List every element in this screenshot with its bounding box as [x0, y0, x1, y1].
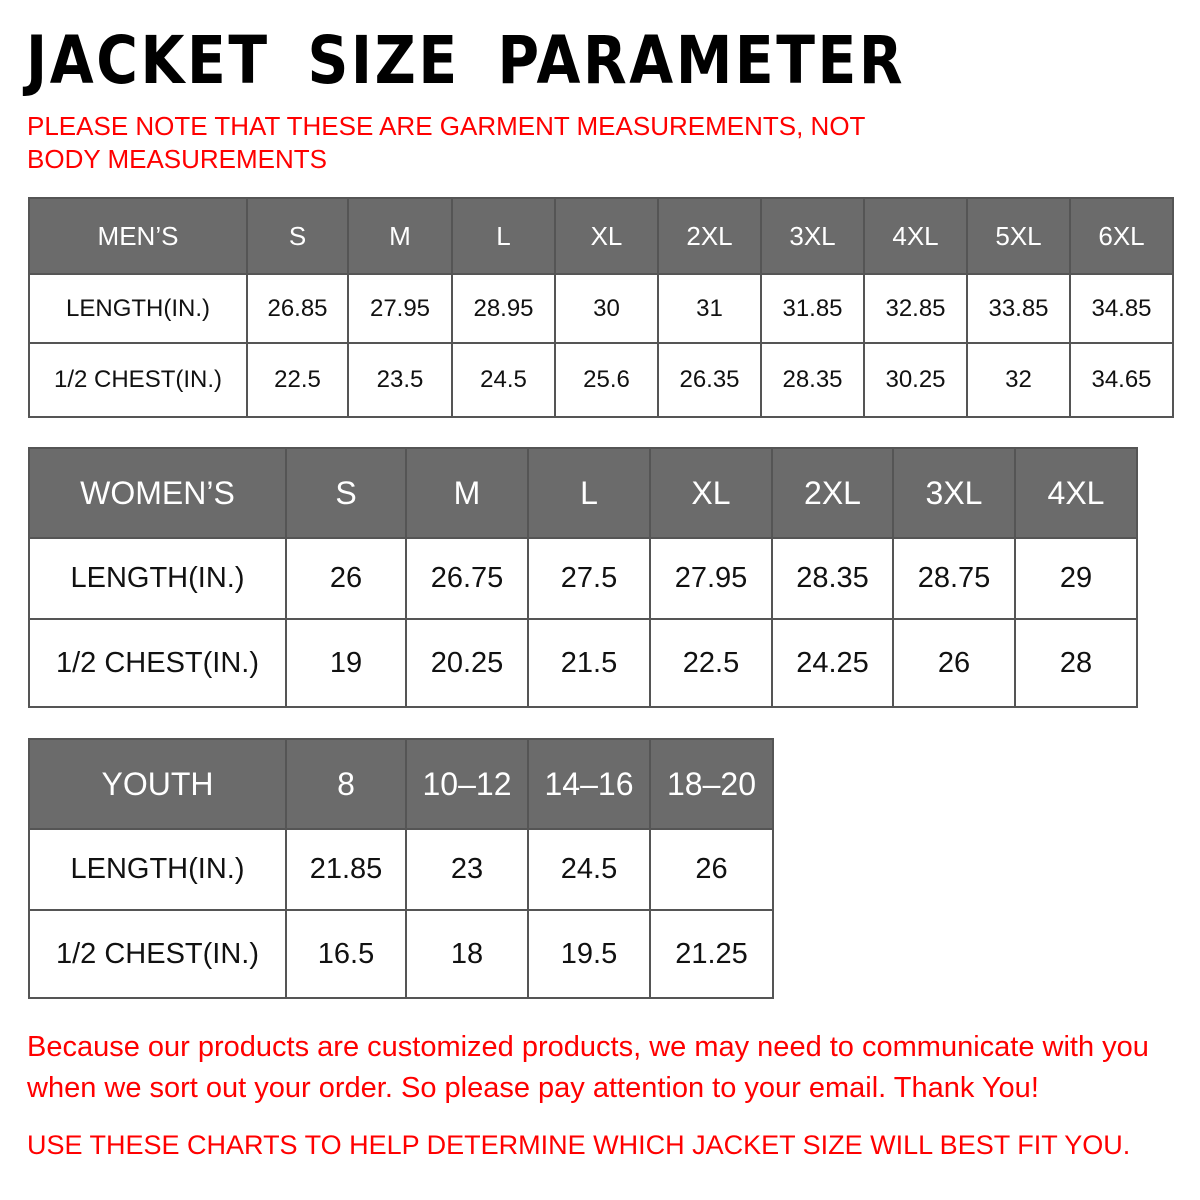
mens-size-table: MEN’S S M L XL 2XL 3XL 4XL 5XL 6XL LENGTH(IN.) 26.8… — [28, 197, 1174, 418]
size-header: XL — [649, 447, 773, 539]
measurement-value: 33.85 — [966, 273, 1071, 344]
measurement-value: 23.5 — [347, 342, 453, 418]
size-header: M — [347, 197, 453, 275]
size-header: M — [405, 447, 529, 539]
size-header: 6XL — [1069, 197, 1174, 275]
size-header: L — [451, 197, 556, 275]
size-header: 14–16 — [527, 738, 651, 830]
size-header: 2XL — [657, 197, 762, 275]
measurement-value: 28 — [1014, 618, 1138, 708]
measurement-label: LENGTH(IN.) — [28, 273, 248, 344]
category-header: YOUTH — [28, 738, 287, 830]
measurement-value: 25.6 — [554, 342, 659, 418]
size-instruction: USE THESE CHARTS TO HELP DETERMINE WHICH… — [27, 1130, 1131, 1160]
size-header: 10–12 — [405, 738, 529, 830]
table-row: 1/2 CHEST(IN.) 19 20.25 21.5 22.5 24.25 26 28 — [28, 618, 1138, 708]
size-header: 4XL — [863, 197, 968, 275]
table-header-row: MEN’S S M L XL 2XL 3XL 4XL 5XL 6XL — [28, 197, 1174, 275]
size-header: 8 — [285, 738, 407, 830]
page-title: JACKET SIZE PARAMETER — [26, 22, 906, 99]
measurement-value: 31 — [657, 273, 762, 344]
size-header: S — [246, 197, 349, 275]
measurement-value: 32 — [966, 342, 1071, 418]
measurement-value: 24.5 — [527, 828, 651, 911]
measurement-value: 16.5 — [285, 909, 407, 999]
measurement-value: 30.25 — [863, 342, 968, 418]
table-header-row: WOMEN’S S M L XL 2XL 3XL 4XL — [28, 447, 1138, 539]
measurement-value: 23 — [405, 828, 529, 911]
measurement-label: LENGTH(IN.) — [28, 828, 287, 911]
measurement-value: 26.75 — [405, 537, 529, 620]
table-row: 1/2 CHEST(IN.) 22.5 23.5 24.5 25.6 26.35 28.35… — [28, 342, 1174, 418]
measurement-value: 20.25 — [405, 618, 529, 708]
measurement-value: 19.5 — [527, 909, 651, 999]
measurement-value: 27.5 — [527, 537, 651, 620]
measurement-value: 26 — [649, 828, 774, 911]
measurement-value: 31.85 — [760, 273, 865, 344]
measurement-value: 22.5 — [246, 342, 349, 418]
measurement-value: 28.35 — [771, 537, 894, 620]
category-header: MEN’S — [28, 197, 248, 275]
measurement-label: 1/2 CHEST(IN.) — [28, 618, 287, 708]
measurement-value: 24.25 — [771, 618, 894, 708]
measurement-value: 24.5 — [451, 342, 556, 418]
measurement-value: 28.75 — [892, 537, 1016, 620]
size-header: 4XL — [1014, 447, 1138, 539]
measurement-note: PLEASE NOTE THAT THESE ARE GARMENT MEASU… — [27, 111, 865, 174]
measurement-value: 27.95 — [649, 537, 773, 620]
youth-size-table: YOUTH 8 10–12 14–16 18–20 LENGTH(IN.) 21.85 23 2… — [28, 738, 774, 999]
size-header: S — [285, 447, 407, 539]
measurement-value: 34.85 — [1069, 273, 1174, 344]
table-header-row: YOUTH 8 10–12 14–16 18–20 — [28, 738, 774, 830]
womens-size-table: WOMEN’S S M L XL 2XL 3XL 4XL LENGTH(IN.) 26 26.75 2… — [28, 447, 1138, 708]
measurement-value: 21.5 — [527, 618, 651, 708]
size-header: 3XL — [892, 447, 1016, 539]
size-header: L — [527, 447, 651, 539]
measurement-value: 26 — [285, 537, 407, 620]
measurement-value: 19 — [285, 618, 407, 708]
measurement-label: LENGTH(IN.) — [28, 537, 287, 620]
measurement-value: 27.95 — [347, 273, 453, 344]
measurement-value: 28.35 — [760, 342, 865, 418]
measurement-value: 26.35 — [657, 342, 762, 418]
size-header: XL — [554, 197, 659, 275]
measurement-value: 32.85 — [863, 273, 968, 344]
measurement-value: 21.25 — [649, 909, 774, 999]
size-header: 18–20 — [649, 738, 774, 830]
measurement-label: 1/2 CHEST(IN.) — [28, 909, 287, 999]
measurement-value: 34.65 — [1069, 342, 1174, 418]
measurement-value: 21.85 — [285, 828, 407, 911]
table-row: 1/2 CHEST(IN.) 16.5 18 19.5 21.25 — [28, 909, 774, 999]
measurement-value: 26.85 — [246, 273, 349, 344]
measurement-value: 18 — [405, 909, 529, 999]
table-row: LENGTH(IN.) 26 26.75 27.5 27.95 28.35 28.75 29 — [28, 537, 1138, 620]
measurement-value: 30 — [554, 273, 659, 344]
size-header: 5XL — [966, 197, 1071, 275]
table-row: LENGTH(IN.) 26.85 27.95 28.95 30 31 31.85 32.85… — [28, 273, 1174, 344]
customization-message: Because our products are customized prod… — [27, 1031, 1149, 1104]
measurement-value: 28.95 — [451, 273, 556, 344]
measurement-label: 1/2 CHEST(IN.) — [28, 342, 248, 418]
category-header: WOMEN’S — [28, 447, 287, 539]
measurement-value: 26 — [892, 618, 1016, 708]
measurement-value: 22.5 — [649, 618, 773, 708]
measurement-value: 29 — [1014, 537, 1138, 620]
size-header: 2XL — [771, 447, 894, 539]
table-row: LENGTH(IN.) 21.85 23 24.5 26 — [28, 828, 774, 911]
size-header: 3XL — [760, 197, 865, 275]
